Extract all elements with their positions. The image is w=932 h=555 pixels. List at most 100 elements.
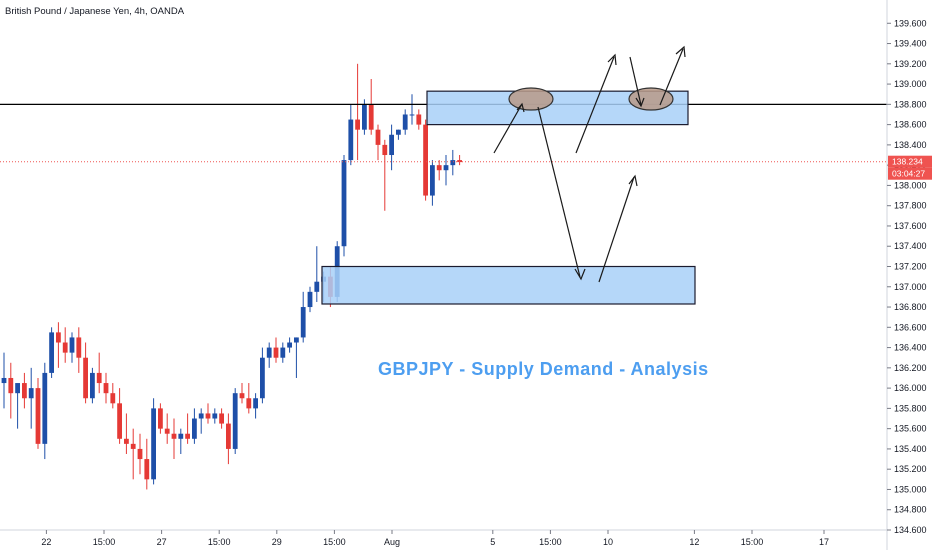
price-tick-label: 135.000 <box>894 484 927 494</box>
candle-body[interactable] <box>280 347 286 358</box>
candle-body[interactable] <box>76 337 82 358</box>
price-tick-label: 134.800 <box>894 505 927 515</box>
candle-body[interactable] <box>198 413 204 419</box>
candles-layer <box>1 63 462 490</box>
candle-body[interactable] <box>130 443 136 449</box>
time-tick-label: 5 <box>490 537 495 547</box>
arrow-up-from-demand[interactable] <box>598 176 635 283</box>
candle-body[interactable] <box>117 403 122 439</box>
candle-body[interactable] <box>382 144 388 156</box>
price-tick-label: 137.400 <box>894 241 927 251</box>
time-tick-label: 15:00 <box>741 537 764 547</box>
candle-body[interactable] <box>90 372 95 399</box>
candle-body[interactable] <box>1 377 7 384</box>
candle-body[interactable] <box>362 104 367 130</box>
candle-body[interactable] <box>450 160 456 166</box>
candle-body[interactable] <box>423 124 428 196</box>
candle-body[interactable] <box>83 357 88 399</box>
candle-body[interactable] <box>8 377 14 394</box>
candle-body[interactable] <box>260 357 265 399</box>
candle-body[interactable] <box>348 119 354 161</box>
candle-body[interactable] <box>35 388 41 444</box>
candle-body[interactable] <box>137 448 143 460</box>
candle-body[interactable] <box>239 393 245 399</box>
touch-ellipse-1[interactable] <box>508 87 554 111</box>
time-tick-label: 27 <box>157 537 167 547</box>
candle-body[interactable] <box>69 337 75 353</box>
candle-body[interactable] <box>246 398 252 409</box>
candle-body[interactable] <box>436 165 442 171</box>
candle-body[interactable] <box>103 383 109 394</box>
candle-body[interactable] <box>49 332 54 373</box>
time-tick-label: 15:00 <box>208 537 231 547</box>
candle-body[interactable] <box>28 388 34 399</box>
candle-body[interactable] <box>178 433 184 439</box>
candle-body[interactable] <box>294 337 299 343</box>
time-tick-label: 15:00 <box>323 537 346 547</box>
candle-body[interactable] <box>300 307 306 338</box>
candle-body[interactable] <box>232 393 238 449</box>
candle-body[interactable] <box>287 342 292 348</box>
candle-body[interactable] <box>96 372 102 384</box>
time-axis[interactable]: 22 15:00 27 15:00 29 15:00 Aug 5 15:00 10 12 15:00 1… <box>41 530 829 547</box>
candle-body[interactable] <box>185 433 190 439</box>
candle-body[interactable] <box>212 413 218 419</box>
candle-body[interactable] <box>273 347 279 358</box>
candle-body[interactable] <box>42 372 48 444</box>
arrow-down-to-demand[interactable] <box>537 106 581 278</box>
candle-body[interactable] <box>110 393 116 404</box>
candle-body[interactable] <box>416 114 422 125</box>
arrowhead-6 <box>675 45 686 58</box>
candle-body[interactable] <box>457 160 462 163</box>
arrow-into-ellipse-2[interactable] <box>629 56 642 106</box>
candle-body[interactable] <box>124 438 129 444</box>
price-tick-label: 139.400 <box>894 39 927 49</box>
candle-body[interactable] <box>15 383 20 394</box>
candle-body[interactable] <box>430 165 435 196</box>
candle-body[interactable] <box>341 160 347 247</box>
candle-body[interactable] <box>368 104 374 130</box>
projection-arrows <box>493 45 686 283</box>
candle-body[interactable] <box>158 408 163 429</box>
candle-body[interactable] <box>375 129 381 145</box>
candle-body[interactable] <box>226 423 231 449</box>
price-tick-label: 136.600 <box>894 322 927 332</box>
arrow-up-final[interactable] <box>659 48 684 106</box>
candle-body[interactable] <box>205 413 211 419</box>
arrowhead-1 <box>516 102 525 113</box>
candle-body[interactable] <box>443 165 449 171</box>
candle-body[interactable] <box>22 383 27 399</box>
candle-body[interactable] <box>389 134 394 156</box>
price-tick-label: 134.600 <box>894 525 927 535</box>
candle-body[interactable] <box>219 413 224 424</box>
candle-body[interactable] <box>307 291 313 308</box>
candle-body[interactable] <box>266 347 272 358</box>
candle-body[interactable] <box>409 114 415 116</box>
candle-body[interactable] <box>253 398 258 409</box>
candle-body[interactable] <box>355 119 360 130</box>
arrow-break-up[interactable] <box>575 56 615 154</box>
price-tick-label: 138.000 <box>894 180 927 190</box>
time-tick-label: 15:00 <box>93 537 116 547</box>
touch-ellipse-2[interactable] <box>628 87 674 111</box>
candle-body[interactable] <box>402 114 408 130</box>
price-tick-label: 138.400 <box>894 140 927 150</box>
analysis-title: GBPJPY - Supply Demand - Analysis <box>378 359 709 379</box>
candle-body[interactable] <box>171 433 177 439</box>
demand-zone[interactable] <box>321 265 696 305</box>
price-tick-label: 136.400 <box>894 343 927 353</box>
candle-body[interactable] <box>56 332 61 343</box>
candle-body[interactable] <box>144 459 150 480</box>
candle-body[interactable] <box>164 428 170 434</box>
candle-body[interactable] <box>314 281 320 292</box>
price-tick-label: 138.800 <box>894 99 927 109</box>
time-tick-label: 29 <box>272 537 282 547</box>
arrow-to-ellipse[interactable] <box>493 103 523 154</box>
price-tick-label: 135.600 <box>894 424 927 434</box>
candle-body[interactable] <box>192 418 197 439</box>
candle-body[interactable] <box>396 129 401 135</box>
candle-body[interactable] <box>151 408 156 480</box>
candle-body[interactable] <box>62 342 68 353</box>
